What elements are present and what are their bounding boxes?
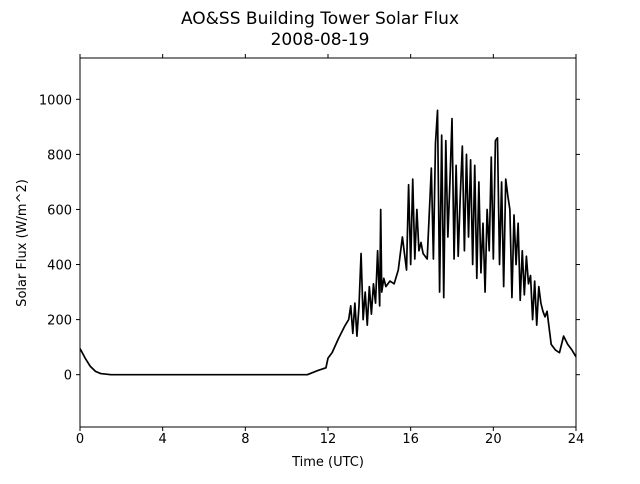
flux-line [79,109,577,376]
x-tick-label: 16 [402,432,419,447]
y-tick-label: 1000 [39,93,72,108]
y-tick-label: 600 [47,203,72,218]
chart-subtitle: 2008-08-19 [271,30,370,50]
x-tick-label: 0 [76,432,84,447]
x-tick-label: 12 [320,432,337,447]
x-tick-label: 20 [485,432,502,447]
chart-title: AO&SS Building Tower Solar Flux [181,9,459,29]
x-axis-label: Time (UTC) [291,455,364,470]
x-tick-label: 24 [568,432,585,447]
x-tick-label: 4 [159,432,167,447]
x-tick-label: 8 [241,432,249,447]
y-tick-label: 800 [47,148,72,163]
y-tick-label: 400 [47,259,72,274]
y-tick-label: 200 [47,314,72,329]
y-tick-label: 0 [64,369,72,384]
plot-frame [79,57,577,428]
y-axis-label: Solar Flux (W/m^2) [15,179,30,307]
